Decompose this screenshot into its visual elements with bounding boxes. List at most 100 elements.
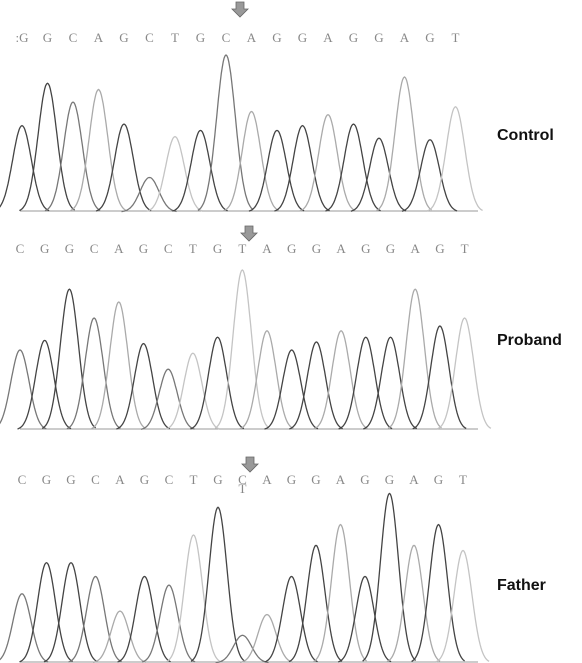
base-letter: C [90, 241, 99, 256]
base-letter: G [349, 30, 358, 45]
base-letter: A [94, 30, 104, 45]
base-letter: G [119, 30, 128, 45]
trace-peak [314, 331, 368, 429]
base-letter: T [238, 241, 246, 256]
trace-peak [351, 138, 406, 211]
base-letter: G [374, 30, 383, 45]
arrow [232, 2, 248, 17]
trace-peak [18, 340, 72, 429]
base-letter: G [386, 241, 395, 256]
base-letter: G [140, 472, 149, 487]
panel-label: Control [497, 127, 554, 144]
trace-peak [20, 563, 73, 662]
base-letter: :G [16, 30, 29, 45]
base-letter: C [16, 241, 25, 256]
arrows [232, 2, 258, 472]
trace-peak [166, 353, 220, 429]
base-letter: A [336, 241, 346, 256]
base-letter: A [336, 472, 346, 487]
arrow [242, 457, 258, 472]
panel-label: Father [497, 577, 546, 594]
panel: ProbandCGGCAGCTGTAGGAGGAGT [0, 241, 562, 429]
trace-peak [376, 77, 431, 211]
trace-peak [388, 289, 442, 428]
base-letter: G [360, 472, 369, 487]
trace-peak [325, 124, 380, 211]
trace-peak [0, 126, 49, 211]
base-letter: G [139, 241, 148, 256]
trace-peak [190, 337, 244, 429]
base-letter: A [115, 472, 125, 487]
trace-peak [387, 545, 440, 661]
base-letter: G [385, 472, 394, 487]
trace-peak [412, 525, 465, 662]
base-letter: G [65, 241, 74, 256]
trace-peak [141, 369, 195, 429]
trace-peak [437, 318, 491, 429]
base-letter: G [311, 472, 320, 487]
base-letter: T [189, 241, 197, 256]
base-letter: A [400, 30, 410, 45]
base-letter: G [434, 472, 443, 487]
base-letter: G [213, 241, 222, 256]
base-letter: C [222, 30, 231, 45]
base-letter-secondary: T [239, 481, 247, 496]
trace-peak [0, 594, 48, 662]
base-letter: G [361, 241, 370, 256]
trace-peak [338, 577, 391, 663]
trace-peak [289, 545, 342, 661]
base-letter: G [272, 30, 281, 45]
trace-peak [142, 585, 195, 662]
trace-peak [172, 130, 227, 211]
base-letter: G [298, 30, 307, 45]
trace-peak [265, 577, 318, 663]
base-letter: G [196, 30, 205, 45]
base-letter: A [247, 30, 257, 45]
base-letter: C [145, 30, 154, 45]
arrow [241, 226, 257, 241]
trace-peak [436, 551, 489, 662]
base-letter: G [425, 30, 434, 45]
base-letter: T [459, 472, 467, 487]
trace-peak [191, 507, 244, 661]
base-letter: T [190, 472, 198, 487]
trace-peak [402, 140, 457, 211]
trace-peak [69, 577, 122, 663]
trace-peak [215, 270, 269, 428]
base-letter: G [42, 472, 51, 487]
chromatogram-figure: Control:GGCAGCTGCAGGAGGAGTProbandCGGCAGC… [0, 0, 582, 663]
base-letter: A [411, 241, 421, 256]
trace-peak [363, 494, 416, 662]
base-letter: C [165, 472, 174, 487]
base-letter: G [287, 241, 296, 256]
base-letter: C [91, 472, 100, 487]
base-letter: G [312, 241, 321, 256]
base-letter: A [262, 472, 272, 487]
base-letter: C [69, 30, 78, 45]
trace-peak [240, 615, 293, 663]
trace-peak [71, 90, 126, 211]
base-letter: G [66, 472, 75, 487]
panel-label: Proband [497, 332, 562, 349]
base-letter: G [40, 241, 49, 256]
trace-peak [427, 107, 482, 211]
base-letter: C [164, 241, 173, 256]
trace-peak [19, 83, 74, 210]
trace-peak [116, 344, 170, 429]
base-letter: A [262, 241, 272, 256]
base-letter: A [114, 241, 124, 256]
base-letter: G [43, 30, 52, 45]
base-letter: T [461, 241, 469, 256]
trace-peak [122, 178, 177, 212]
base-letter: G [213, 472, 222, 487]
trace-peak [0, 350, 46, 429]
base-letter: T [171, 30, 179, 45]
base-letter: C [18, 472, 27, 487]
trace-peak [96, 124, 151, 211]
trace-peak [300, 115, 355, 211]
base-letter: T [452, 30, 460, 45]
trace-peak [240, 331, 293, 429]
base-letter: A [409, 472, 419, 487]
